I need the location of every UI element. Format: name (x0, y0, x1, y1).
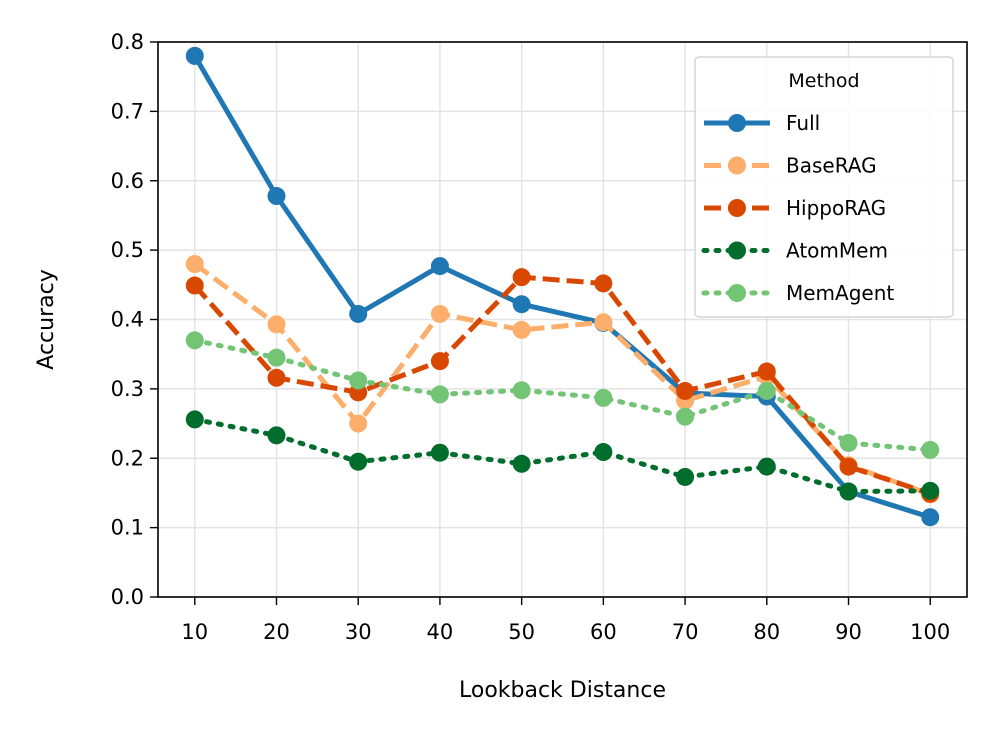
data-point-memagent (430, 385, 449, 404)
data-point-baserag (349, 414, 368, 433)
data-point-memagent (267, 348, 286, 367)
y-tick-label: 0.0 (111, 585, 144, 609)
data-point-atommem (267, 426, 286, 445)
data-point-full (430, 257, 449, 276)
legend-box (694, 56, 954, 318)
x-tick-label: 30 (345, 620, 372, 644)
data-point-hipporag (839, 457, 858, 476)
data-point-atommem (185, 410, 204, 429)
x-tick-label: 20 (263, 620, 290, 644)
data-point-full (921, 508, 940, 527)
series-line-atommem (192, 416, 933, 495)
y-tick-label: 0.1 (111, 516, 144, 540)
y-tick-label: 0.7 (111, 99, 144, 123)
legend-item-full: Full (704, 111, 820, 135)
legend-swatch-marker (728, 114, 746, 132)
data-point-baserag (185, 255, 204, 273)
data-point-baserag (267, 315, 286, 334)
x-tick-label: 40 (427, 620, 454, 644)
legend-swatch-marker (728, 284, 746, 302)
data-point-full (267, 187, 286, 206)
data-point-atommem (676, 467, 695, 486)
legend-item-atommem: AtomMem (701, 239, 888, 263)
series-line-baserag (193, 261, 932, 497)
series-atommem (185, 410, 940, 501)
data-point-atommem (594, 443, 613, 462)
x-tick-label: 50 (508, 620, 535, 644)
legend-label: HippoRAG (786, 196, 886, 220)
data-point-full (512, 295, 531, 314)
data-point-memagent (594, 388, 613, 407)
data-point-atommem (430, 443, 449, 462)
data-point-memagent (349, 371, 368, 390)
data-point-atommem (921, 481, 940, 500)
legend-label: AtomMem (786, 239, 888, 263)
data-point-memagent (676, 407, 695, 426)
x-tick-label: 10 (181, 620, 208, 644)
data-point-hipporag (430, 352, 449, 371)
series-line-memagent (192, 337, 933, 453)
data-point-memagent (839, 433, 858, 452)
data-point-hipporag (185, 276, 204, 295)
series-memagent (185, 331, 940, 459)
y-axis-label: Accuracy (34, 269, 59, 369)
legend-label: MemAgent (786, 281, 894, 305)
data-point-atommem (839, 482, 858, 501)
data-point-memagent (185, 331, 204, 350)
data-point-hipporag (512, 268, 531, 287)
data-point-atommem (512, 454, 531, 473)
y-tick-label: 0.2 (111, 446, 144, 470)
x-tick-label: 70 (672, 620, 699, 644)
series-line-full (192, 54, 931, 520)
data-point-memagent (921, 440, 940, 459)
y-tick-label: 0.3 (111, 377, 144, 401)
y-tick-label: 0.5 (111, 238, 144, 262)
legend-label: BaseRAG (786, 154, 877, 178)
data-point-hipporag (757, 362, 776, 381)
y-tick-label: 0.4 (111, 308, 144, 332)
data-point-atommem (757, 457, 776, 476)
data-point-baserag (512, 320, 531, 339)
legend-swatch-marker (728, 156, 746, 175)
data-point-full (185, 46, 204, 65)
data-point-hipporag (594, 274, 613, 293)
data-point-hipporag (267, 368, 286, 387)
x-tick-label: 80 (753, 620, 780, 644)
y-tick-label: 0.6 (111, 169, 144, 193)
x-tick-label: 100 (910, 620, 950, 644)
legend-item-memagent: MemAgent (701, 281, 894, 305)
series-layer (185, 46, 940, 527)
legend-item-baserag: BaseRAG (704, 154, 877, 178)
data-point-hipporag (676, 381, 695, 400)
x-axis-label: Lookback Distance (459, 678, 666, 703)
legend-title: Method (788, 70, 859, 92)
x-tick-label: 60 (590, 620, 617, 644)
legend-label: Full (786, 111, 820, 135)
legend-swatch-marker (728, 241, 746, 260)
legend-swatch-marker (728, 199, 746, 217)
axis-ticks: 10 20 30 40 50 60 70 80 90 100 0.0 0.1 0.2 0.3 0.4 0.5 0… (111, 30, 951, 644)
data-point-memagent (512, 381, 531, 400)
data-point-baserag (430, 304, 449, 323)
data-point-full (349, 304, 368, 323)
data-point-baserag (594, 313, 613, 332)
data-point-atommem (349, 452, 368, 471)
y-tick-label: 0.8 (111, 30, 144, 54)
data-point-memagent (757, 381, 776, 400)
legend-item-hipporag: HippoRAG (704, 196, 886, 220)
x-tick-label: 90 (835, 620, 862, 644)
legend: Method Full BaseRAG HippoRAG AtomMem MemAgen… (694, 56, 954, 318)
